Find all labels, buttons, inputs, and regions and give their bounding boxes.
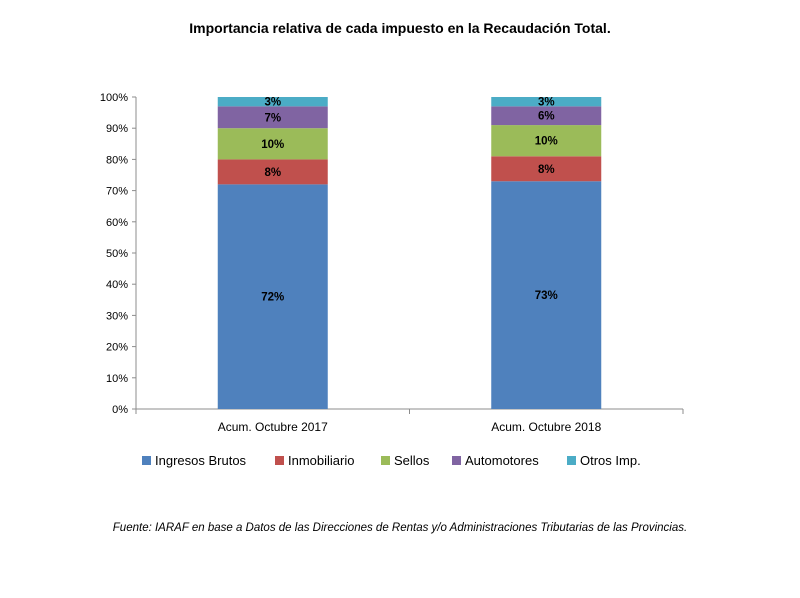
bar-segment-automotores — [217, 106, 328, 129]
y-tick-label: 90% — [106, 123, 128, 135]
legend-label: Inmobiliario — [288, 453, 354, 468]
bar-segment-otros-imp — [491, 97, 602, 107]
bar-segment-otros-imp — [217, 97, 328, 107]
y-tick-label: 60% — [106, 217, 128, 229]
legend-swatch — [142, 456, 151, 465]
y-tick-label: 100% — [100, 92, 128, 104]
data-label: 8% — [264, 167, 281, 179]
bar-segment-inmobiliario — [217, 159, 328, 185]
data-label: 7% — [264, 112, 281, 124]
bar-segment-ingresos-brutos — [217, 184, 328, 409]
data-label: 73% — [535, 290, 558, 302]
data-label: 8% — [538, 164, 555, 176]
data-label: 72% — [261, 292, 284, 304]
bar-segment-sellos — [491, 125, 602, 157]
data-label: 10% — [261, 139, 284, 151]
data-label: 3% — [264, 97, 281, 109]
y-tick-label: 40% — [106, 279, 128, 291]
data-label: 6% — [538, 111, 555, 123]
y-tick-label: 0% — [112, 404, 128, 416]
y-tick-label: 10% — [106, 373, 128, 385]
x-category-label: Acum. Octubre 2017 — [218, 420, 328, 434]
legend-swatch — [567, 456, 576, 465]
y-tick-label: 70% — [106, 186, 128, 198]
bar-segment-sellos — [217, 128, 328, 160]
y-tick-label: 80% — [106, 154, 128, 166]
source-note: Fuente: IARAF en base a Datos de las Dir… — [112, 522, 688, 534]
chart-title: Importancia relativa de cada impuesto en… — [189, 20, 611, 36]
y-tick-label: 50% — [106, 248, 128, 260]
legend-label: Otros Imp. — [580, 453, 641, 468]
legend-label: Sellos — [394, 453, 430, 468]
y-tick-label: 20% — [106, 342, 128, 354]
data-label: 10% — [535, 136, 558, 148]
data-label: 3% — [538, 97, 555, 109]
bar-segment-inmobiliario — [491, 156, 602, 182]
bar-segment-ingresos-brutos — [491, 181, 602, 409]
y-tick-label: 30% — [106, 310, 128, 322]
legend-label: Ingresos Brutos — [155, 453, 247, 468]
bar-segment-automotores — [491, 106, 602, 126]
legend-swatch — [275, 456, 284, 465]
x-category-label: Acum. Octubre 2018 — [491, 420, 601, 434]
stacked-bar-chart: 0% 10% 20% 30% 40% 50% 60% 70% 80% 90% 100% 72% 8% 10… — [100, 92, 684, 468]
legend-swatch — [452, 456, 461, 465]
legend-swatch — [381, 456, 390, 465]
legend-label: Automotores — [465, 453, 539, 468]
